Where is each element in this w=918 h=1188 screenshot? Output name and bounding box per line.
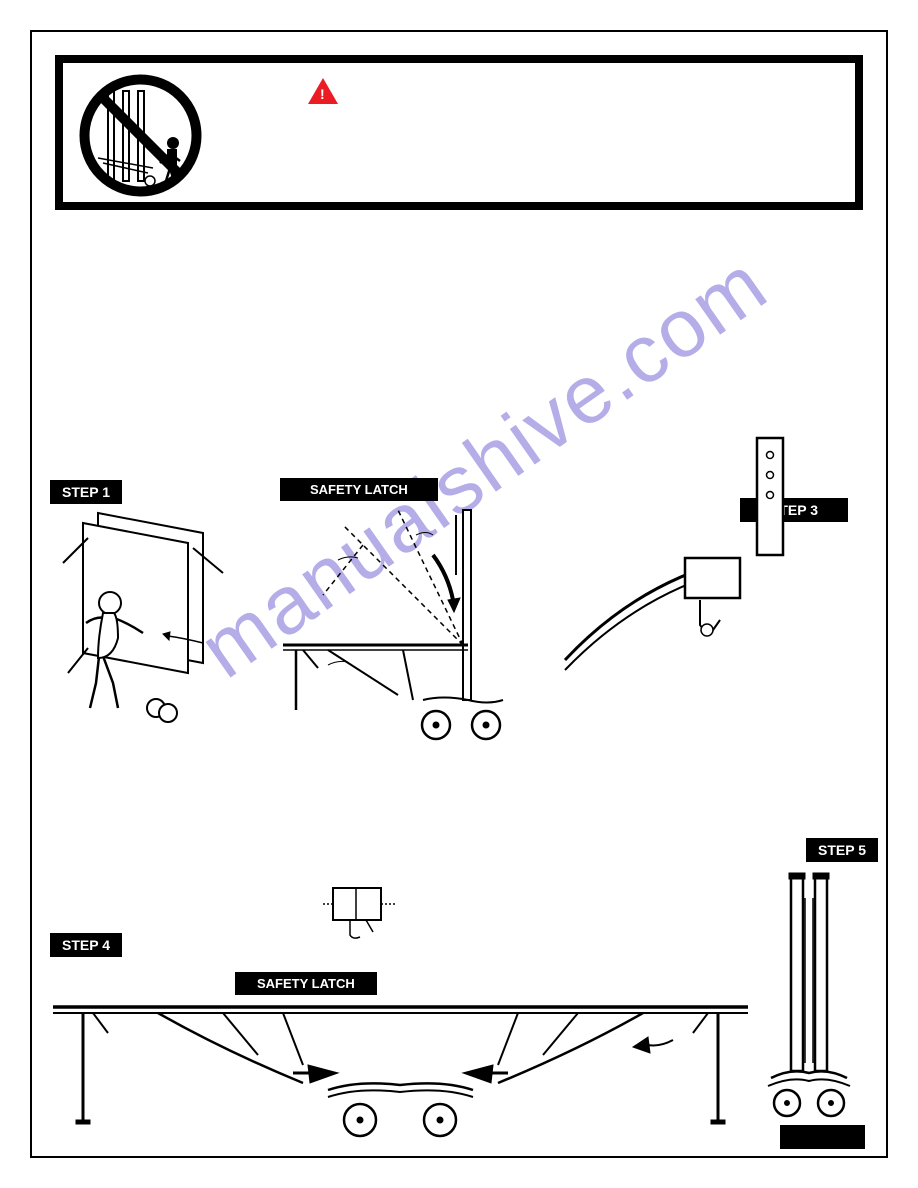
safety-latch-label-top: SAFETY LATCH <box>280 478 438 501</box>
prohibit-icon <box>78 73 203 198</box>
step5-diagram <box>753 868 873 1123</box>
step1-diagram <box>48 508 243 728</box>
step2-diagram <box>268 500 538 750</box>
step4-label: STEP 4 <box>50 933 122 957</box>
step4-diagram <box>48 995 753 1145</box>
step5-label: STEP 5 <box>806 838 878 862</box>
warning-box <box>55 55 863 210</box>
bottom-black-box <box>780 1125 865 1149</box>
latch-small-diagram <box>318 880 403 945</box>
step1-label: STEP 1 <box>50 480 122 504</box>
safety-latch-label-bottom: SAFETY LATCH <box>235 972 377 995</box>
step3-diagram <box>555 430 855 680</box>
warning-triangle-icon <box>308 78 338 104</box>
